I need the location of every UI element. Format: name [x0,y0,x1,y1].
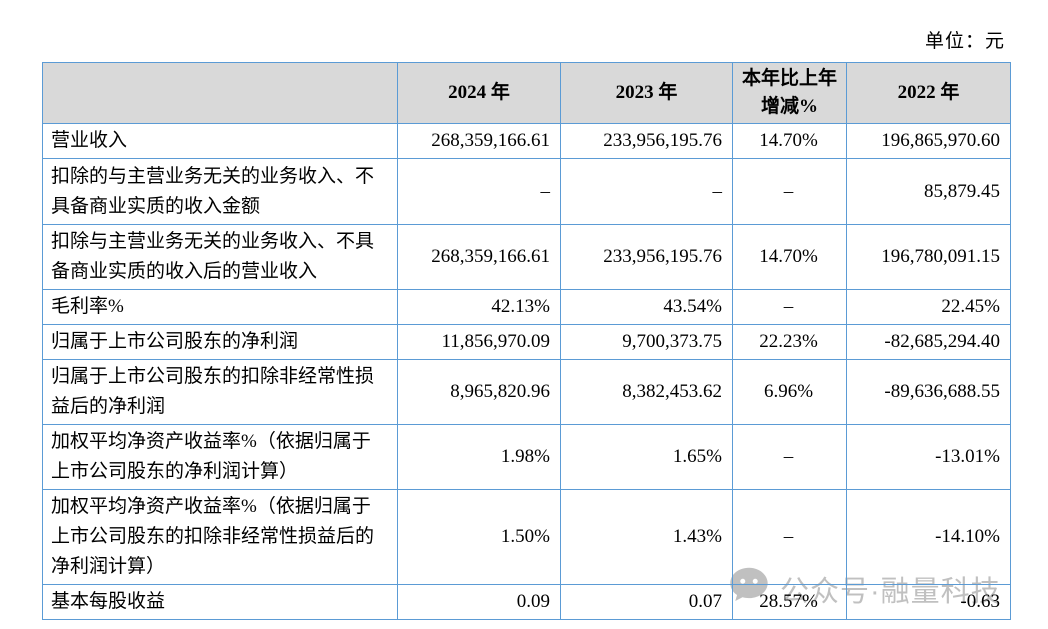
row-label: 归属于上市公司股东的扣除非经常性损益后的净利润 [42,359,398,425]
row-label: 毛利率% [42,289,398,325]
cell-2023: – [560,158,733,225]
cell-2023: 233,956,195.76 [560,123,733,159]
cell-2022: -14.10% [846,489,1011,585]
row-label: 扣除的与主营业务无关的业务收入、不具备商业实质的收入金额 [42,158,398,225]
cell-change: 6.96% [732,359,847,425]
financial-summary-table: 2024 年 2023 年 本年比上年增减% 2022 年 营业收入 268,3… [42,62,1011,620]
cell-2024: 1.50% [397,489,561,585]
cell-2022: -89,636,688.55 [846,359,1011,425]
cell-2023: 1.65% [560,424,733,490]
row-label: 扣除与主营业务无关的业务收入、不具备商业实质的收入后的营业收入 [42,224,398,290]
cell-change: 14.70% [732,224,847,290]
cell-2024: 8,965,820.96 [397,359,561,425]
cell-2022: -0.63 [846,584,1011,620]
cell-2023: 1.43% [560,489,733,585]
table-row: 基本每股收益 0.09 0.07 28.57% -0.63 [42,584,1011,620]
cell-change: – [732,289,847,325]
unit-label: 单位：元 [924,31,1005,52]
cell-2023: 0.07 [560,584,733,620]
table-row: 加权平均净资产收益率%（依据归属于上市公司股东的净利润计算） 1.98% 1.6… [42,424,1011,490]
cell-2023: 8,382,453.62 [560,359,733,425]
row-label: 加权平均净资产收益率%（依据归属于上市公司股东的扣除非经常性损益后的净利润计算） [42,489,398,585]
row-label: 基本每股收益 [42,584,398,620]
cell-2022: -82,685,294.40 [846,324,1011,360]
header-2022: 2022 年 [846,62,1011,124]
header-empty [42,62,398,124]
cell-2024: 0.09 [397,584,561,620]
row-label: 归属于上市公司股东的净利润 [42,324,398,360]
table-row: 毛利率% 42.13% 43.54% – 22.45% [42,289,1011,325]
table-row: 归属于上市公司股东的净利润 11,856,970.09 9,700,373.75… [42,324,1011,360]
cell-2022: 196,865,970.60 [846,123,1011,159]
cell-2024: 268,359,166.61 [397,224,561,290]
cell-change: – [732,424,847,490]
cell-2023: 43.54% [560,289,733,325]
cell-change: 14.70% [732,123,847,159]
cell-2022: -13.01% [846,424,1011,490]
cell-change: – [732,158,847,225]
cell-2024: – [397,158,561,225]
cell-2024: 268,359,166.61 [397,123,561,159]
cell-2024: 42.13% [397,289,561,325]
cell-2024: 11,856,970.09 [397,324,561,360]
table-row: 扣除的与主营业务无关的业务收入、不具备商业实质的收入金额 – – – 85,87… [42,158,1011,225]
table-row: 归属于上市公司股东的扣除非经常性损益后的净利润 8,965,820.96 8,3… [42,359,1011,425]
cell-2022: 22.45% [846,289,1011,325]
cell-2024: 1.98% [397,424,561,490]
header-2024: 2024 年 [397,62,561,124]
cell-2023: 9,700,373.75 [560,324,733,360]
cell-2023: 233,956,195.76 [560,224,733,290]
row-label: 加权平均净资产收益率%（依据归属于上市公司股东的净利润计算） [42,424,398,490]
cell-change: 28.57% [732,584,847,620]
table-row: 扣除与主营业务无关的业务收入、不具备商业实质的收入后的营业收入 268,359,… [42,224,1011,290]
cell-2022: 85,879.45 [846,158,1011,225]
header-2023: 2023 年 [560,62,733,124]
cell-change: – [732,489,847,585]
header-yoy-change: 本年比上年增减% [732,62,847,124]
cell-2022: 196,780,091.15 [846,224,1011,290]
table-header-row: 2024 年 2023 年 本年比上年增减% 2022 年 [42,62,1011,124]
cell-change: 22.23% [732,324,847,360]
table-row: 加权平均净资产收益率%（依据归属于上市公司股东的扣除非经常性损益后的净利润计算）… [42,489,1011,585]
row-label: 营业收入 [42,123,398,159]
table-row: 营业收入 268,359,166.61 233,956,195.76 14.70… [42,123,1011,159]
